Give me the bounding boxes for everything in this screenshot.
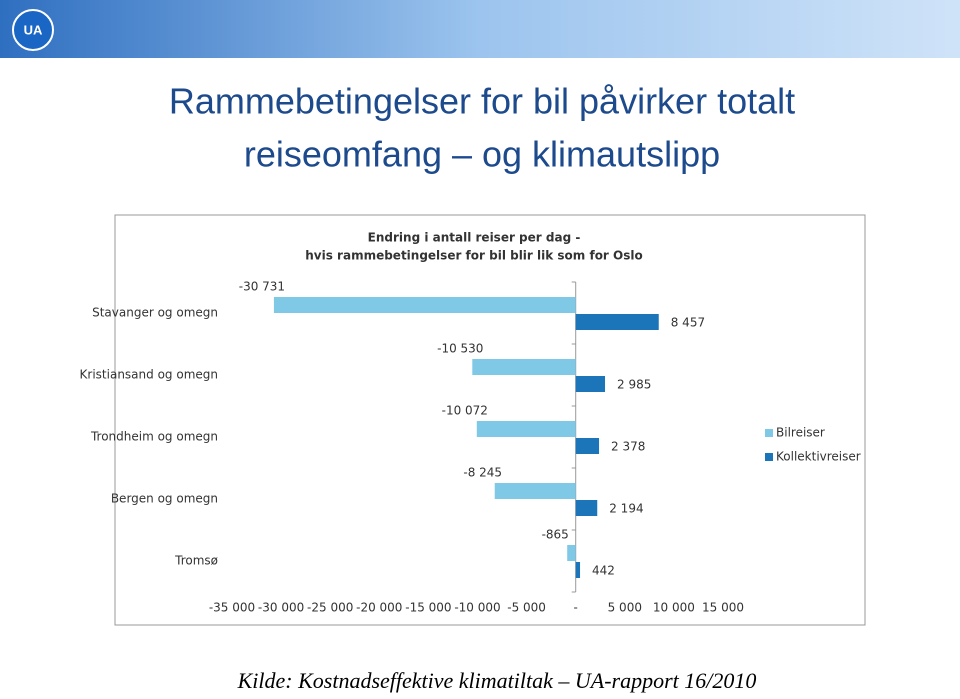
category-label: Stavanger og omegn xyxy=(92,306,218,320)
logo xyxy=(12,9,54,51)
bar xyxy=(575,376,606,392)
header-banner xyxy=(0,0,960,58)
value-label: -8 245 xyxy=(463,466,502,480)
bar xyxy=(575,438,600,454)
value-label: 2 378 xyxy=(611,440,645,454)
x-tick-label: - xyxy=(574,601,578,615)
category-label: Trondheim og omegn xyxy=(90,430,218,444)
x-tick-label: -5 000 xyxy=(507,601,546,615)
x-tick-label: -25 000 xyxy=(307,601,353,615)
legend-swatch xyxy=(765,453,773,461)
legend-label: Kollektivreiser xyxy=(776,450,861,464)
x-tick-label: -15 000 xyxy=(405,601,451,615)
value-label: -865 xyxy=(542,528,569,542)
x-tick-label: 10 000 xyxy=(653,601,695,615)
value-label: -30 731 xyxy=(239,280,285,294)
bar xyxy=(567,545,576,561)
chart-title: Endring i antall reiser per dag - xyxy=(368,231,581,245)
category-label: Bergen og omegn xyxy=(111,492,218,506)
bar xyxy=(575,314,659,330)
slide-title: Rammebetingelser for bil påvirker totalt xyxy=(169,81,795,122)
bar xyxy=(575,562,581,578)
value-label: 2 985 xyxy=(617,378,651,392)
category-label: Tromsø xyxy=(174,554,218,568)
value-label: 8 457 xyxy=(671,316,705,330)
bar xyxy=(273,297,576,313)
x-tick-label: -20 000 xyxy=(356,601,402,615)
legend-swatch xyxy=(765,429,773,437)
source: Kilde: Kostnadseffektive klimatiltak – U… xyxy=(237,668,757,693)
x-tick-label: 15 000 xyxy=(702,601,744,615)
bar xyxy=(494,483,576,499)
legend-label: Bilreiser xyxy=(776,426,825,440)
bar xyxy=(476,421,576,437)
value-label: 2 194 xyxy=(609,502,643,516)
logo-text: UA xyxy=(24,22,43,37)
x-tick-label: -35 000 xyxy=(209,601,255,615)
chart-frame xyxy=(114,214,866,626)
slide-title: reiseomfang – og klimautslipp xyxy=(244,134,720,175)
bar xyxy=(472,359,576,375)
x-tick-label: -10 000 xyxy=(454,601,500,615)
value-label: -10 072 xyxy=(442,404,488,418)
x-tick-label: 5 000 xyxy=(608,601,642,615)
chart-title: hvis rammebetingelser for bil blir lik s… xyxy=(305,249,642,263)
value-label: -10 530 xyxy=(437,342,483,356)
value-label: 442 xyxy=(592,564,615,578)
bar xyxy=(575,500,598,516)
x-tick-label: -30 000 xyxy=(258,601,304,615)
category-label: Kristiansand og omegn xyxy=(80,368,218,382)
